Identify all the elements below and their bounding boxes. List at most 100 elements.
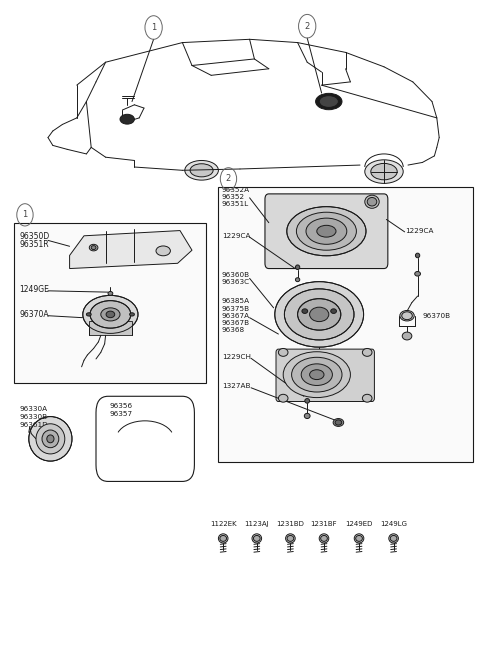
Ellipse shape bbox=[402, 332, 412, 340]
Text: 96361D: 96361D bbox=[19, 422, 48, 428]
Ellipse shape bbox=[220, 536, 227, 541]
Ellipse shape bbox=[89, 244, 98, 251]
Ellipse shape bbox=[297, 212, 356, 250]
Ellipse shape bbox=[287, 207, 366, 255]
Ellipse shape bbox=[333, 419, 344, 426]
Ellipse shape bbox=[298, 299, 341, 330]
Ellipse shape bbox=[108, 291, 113, 295]
Text: 96330B: 96330B bbox=[19, 414, 48, 421]
Ellipse shape bbox=[400, 310, 414, 321]
Ellipse shape bbox=[319, 534, 329, 543]
Ellipse shape bbox=[47, 435, 54, 443]
Text: 2: 2 bbox=[226, 174, 231, 183]
Ellipse shape bbox=[371, 164, 397, 180]
Text: 1: 1 bbox=[23, 210, 27, 219]
Text: 1327AB: 1327AB bbox=[222, 383, 250, 390]
Text: 96330A: 96330A bbox=[19, 406, 48, 413]
Ellipse shape bbox=[252, 534, 262, 543]
Bar bbox=[218, 187, 473, 462]
Ellipse shape bbox=[90, 301, 131, 328]
Text: 1249ED: 1249ED bbox=[345, 521, 373, 527]
Text: 96352: 96352 bbox=[222, 194, 245, 200]
Text: 96367A: 96367A bbox=[222, 312, 250, 319]
Text: 96360B: 96360B bbox=[222, 272, 250, 278]
Text: 1249LG: 1249LG bbox=[380, 521, 407, 527]
Ellipse shape bbox=[301, 364, 333, 385]
Ellipse shape bbox=[319, 96, 338, 107]
Ellipse shape bbox=[29, 417, 72, 461]
Text: 96350D: 96350D bbox=[19, 232, 49, 241]
Text: 1123AJ: 1123AJ bbox=[244, 521, 269, 527]
Polygon shape bbox=[70, 231, 192, 269]
Ellipse shape bbox=[305, 398, 310, 403]
Ellipse shape bbox=[362, 348, 372, 356]
Ellipse shape bbox=[317, 225, 336, 237]
Ellipse shape bbox=[218, 534, 228, 543]
Text: 2: 2 bbox=[305, 22, 310, 31]
Ellipse shape bbox=[101, 308, 120, 321]
Ellipse shape bbox=[86, 313, 91, 316]
Ellipse shape bbox=[120, 114, 134, 124]
Text: 96351R: 96351R bbox=[19, 240, 49, 249]
Text: 96385A: 96385A bbox=[222, 298, 250, 305]
Bar bbox=[89, 321, 132, 335]
Ellipse shape bbox=[390, 536, 397, 541]
Text: 96367B: 96367B bbox=[222, 320, 250, 326]
FancyBboxPatch shape bbox=[276, 349, 374, 402]
Ellipse shape bbox=[389, 534, 398, 543]
Text: 1231BF: 1231BF bbox=[311, 521, 337, 527]
Text: 96357: 96357 bbox=[109, 411, 132, 417]
Ellipse shape bbox=[295, 278, 300, 282]
Ellipse shape bbox=[284, 289, 354, 340]
Ellipse shape bbox=[190, 164, 213, 177]
Ellipse shape bbox=[253, 536, 260, 541]
Ellipse shape bbox=[415, 253, 420, 258]
FancyBboxPatch shape bbox=[265, 194, 388, 269]
Ellipse shape bbox=[286, 534, 295, 543]
Text: 1229CA: 1229CA bbox=[222, 233, 250, 239]
Text: 96363C: 96363C bbox=[222, 279, 250, 286]
Ellipse shape bbox=[362, 394, 372, 402]
Ellipse shape bbox=[106, 311, 115, 318]
Ellipse shape bbox=[316, 93, 342, 109]
Text: 1229CA: 1229CA bbox=[406, 227, 434, 234]
Ellipse shape bbox=[185, 160, 218, 180]
Ellipse shape bbox=[321, 536, 327, 541]
Ellipse shape bbox=[356, 536, 362, 541]
Text: 96370B: 96370B bbox=[422, 312, 451, 319]
Text: 1122EK: 1122EK bbox=[210, 521, 237, 527]
Ellipse shape bbox=[354, 534, 364, 543]
Ellipse shape bbox=[310, 369, 324, 380]
Text: 1: 1 bbox=[151, 23, 156, 32]
Ellipse shape bbox=[365, 195, 379, 208]
Text: 1249GE: 1249GE bbox=[19, 285, 49, 294]
Text: 96351L: 96351L bbox=[222, 201, 249, 208]
Ellipse shape bbox=[278, 394, 288, 402]
Ellipse shape bbox=[365, 160, 403, 183]
Text: 1229CH: 1229CH bbox=[222, 354, 251, 360]
Ellipse shape bbox=[275, 282, 364, 347]
Ellipse shape bbox=[287, 536, 294, 541]
Ellipse shape bbox=[367, 198, 377, 206]
Ellipse shape bbox=[130, 313, 134, 316]
Text: 96356: 96356 bbox=[109, 403, 132, 409]
Ellipse shape bbox=[42, 430, 59, 448]
Ellipse shape bbox=[36, 424, 65, 454]
Text: 96368: 96368 bbox=[222, 327, 245, 333]
Ellipse shape bbox=[292, 358, 342, 392]
Text: 96370A: 96370A bbox=[19, 310, 49, 319]
Ellipse shape bbox=[91, 246, 96, 250]
Ellipse shape bbox=[295, 265, 300, 270]
Ellipse shape bbox=[278, 348, 288, 356]
Ellipse shape bbox=[415, 271, 420, 276]
Ellipse shape bbox=[310, 307, 329, 322]
Ellipse shape bbox=[83, 295, 138, 333]
Text: 96352A: 96352A bbox=[222, 187, 250, 193]
Ellipse shape bbox=[302, 309, 308, 314]
Ellipse shape bbox=[283, 352, 350, 398]
Bar bbox=[14, 223, 206, 383]
Ellipse shape bbox=[156, 246, 170, 256]
Text: 96375B: 96375B bbox=[222, 305, 250, 312]
Ellipse shape bbox=[304, 413, 310, 419]
Ellipse shape bbox=[335, 420, 342, 425]
